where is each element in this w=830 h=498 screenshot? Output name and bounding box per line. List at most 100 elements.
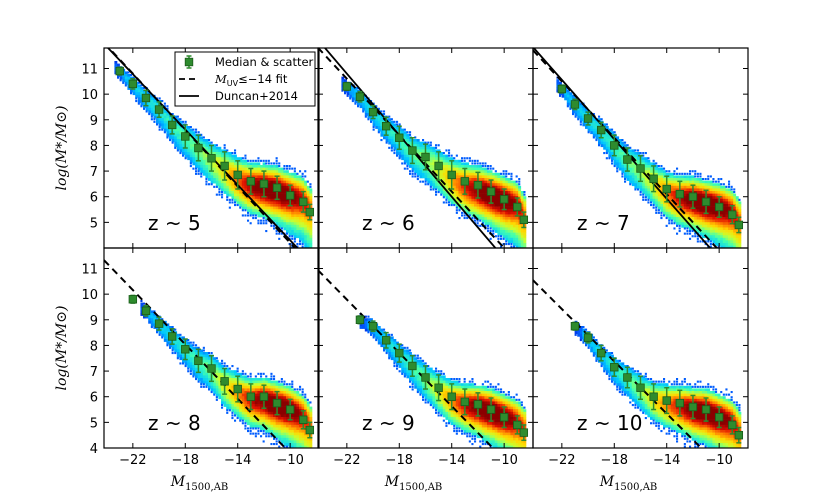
x-tick-label: −14 (653, 453, 680, 468)
median-point (381, 116, 391, 136)
density-map-z5 (106, 48, 315, 248)
median-point (447, 383, 456, 411)
x-tick-label: −22 (333, 453, 360, 468)
median-point (194, 134, 203, 162)
legend-entry: MUV≤−14 fit (179, 72, 288, 88)
y-tick-label: 8 (90, 139, 98, 154)
median-point (675, 180, 685, 208)
median-point (207, 354, 216, 383)
median-point (596, 344, 606, 362)
median-point (570, 321, 580, 331)
median-point (596, 121, 606, 139)
fit-line-z8 (104, 259, 287, 448)
x-tick-label: −14 (224, 453, 251, 468)
redshift-label: z ~ 6 (362, 211, 415, 235)
median-point (181, 124, 190, 149)
ticks-z9: −22 −18 −14 −10 (318, 248, 533, 468)
median-point (701, 189, 711, 215)
median-point (460, 388, 470, 416)
y-tick-label: 6 (90, 191, 98, 206)
median-point (610, 357, 619, 377)
y-tick-label: 10 (81, 88, 98, 103)
median-point (701, 397, 711, 422)
median-point (447, 160, 456, 190)
x-tick-label: −18 (172, 453, 199, 468)
y-tick-label: 5 (90, 216, 98, 231)
median-point (381, 331, 391, 349)
median-point (473, 392, 483, 417)
median-point (714, 195, 724, 218)
median-point (299, 410, 308, 430)
x-tick-label: −18 (386, 453, 413, 468)
median-point (513, 415, 522, 435)
panel-z5: 5 6 7 8 9 10 11 z ~ 5 (81, 47, 320, 249)
panel-z10: −22 −18 −14 −10 z ~ 10 (532, 247, 749, 468)
median-point (154, 101, 164, 118)
legend-label: MUV≤−14 fit (214, 72, 288, 88)
x-tick-label: −10 (705, 453, 732, 468)
y-tick-label: 11 (81, 63, 98, 78)
redshift-label: z ~ 9 (362, 411, 415, 435)
median-point (583, 331, 593, 344)
y-axis-label: log(M*/M⊙) (54, 306, 70, 391)
median-point (395, 343, 404, 363)
legend-entry: Duncan+2014 (179, 89, 298, 103)
median-point (734, 216, 744, 234)
median-point (299, 190, 308, 213)
median-point (499, 406, 509, 429)
median-point (434, 374, 443, 402)
median-point (305, 421, 315, 439)
median-point (714, 406, 724, 429)
median-point (167, 115, 177, 135)
y-tick-label: 11 (81, 263, 98, 278)
median-point (688, 184, 698, 210)
x-axis-label: M1500,AB (599, 474, 658, 493)
ticks-z7 (533, 48, 748, 249)
median-point (154, 316, 164, 331)
x-axis-label: M1500,AB (170, 474, 229, 493)
legend-label: Median & scatter (215, 55, 314, 69)
median-point (623, 366, 632, 389)
median-point (662, 175, 671, 203)
panel-z9: −22 −18 −14 −10 z ~ 9 (317, 247, 534, 468)
panel-z6: z ~ 6 (317, 47, 534, 249)
median-point (636, 375, 645, 401)
y-tick-label: 5 (90, 416, 98, 431)
median-point (368, 104, 378, 120)
median-point (285, 398, 295, 421)
median-point (434, 151, 443, 181)
median-point (649, 165, 658, 193)
y-tick-label: 8 (90, 339, 98, 354)
median-point (519, 424, 529, 442)
y-tick-label: 9 (90, 114, 98, 129)
median-point (246, 383, 256, 411)
median-point (519, 211, 529, 229)
median-point (285, 184, 295, 207)
median-point (675, 389, 685, 417)
median-point (499, 188, 509, 211)
y-tick-label: 7 (90, 165, 98, 180)
axis-labels-layer: log(M*/M⊙) log(M*/M⊙) M1500,AB M1500,AB M150… (54, 106, 657, 493)
median-point (272, 390, 282, 416)
x-tick-label: −22 (119, 453, 146, 468)
median-point (728, 204, 737, 225)
median-point (368, 320, 378, 333)
redshift-label: z ~ 10 (577, 411, 642, 435)
panels-layer: 5 6 7 8 9 10 11 z ~ 5 z ~ 6 z ~ 7 −22 −18 −14 −10 4 5 6 7… (81, 47, 749, 468)
median-point (272, 175, 282, 201)
median-point (167, 328, 177, 345)
x-tick-label: −14 (438, 453, 465, 468)
median-point (486, 397, 496, 422)
median-point (220, 367, 229, 395)
y-tick-label: 7 (90, 365, 98, 380)
y-tick-label: 10 (81, 288, 98, 303)
median-point (128, 78, 138, 90)
median-point (734, 426, 744, 444)
y-tick-label: 4 (90, 442, 98, 457)
y-tick-label: 9 (90, 314, 98, 329)
x-tick-label: −10 (490, 453, 517, 468)
median-point (259, 170, 269, 198)
density-map-z10 (533, 279, 744, 448)
median-point (570, 98, 580, 111)
